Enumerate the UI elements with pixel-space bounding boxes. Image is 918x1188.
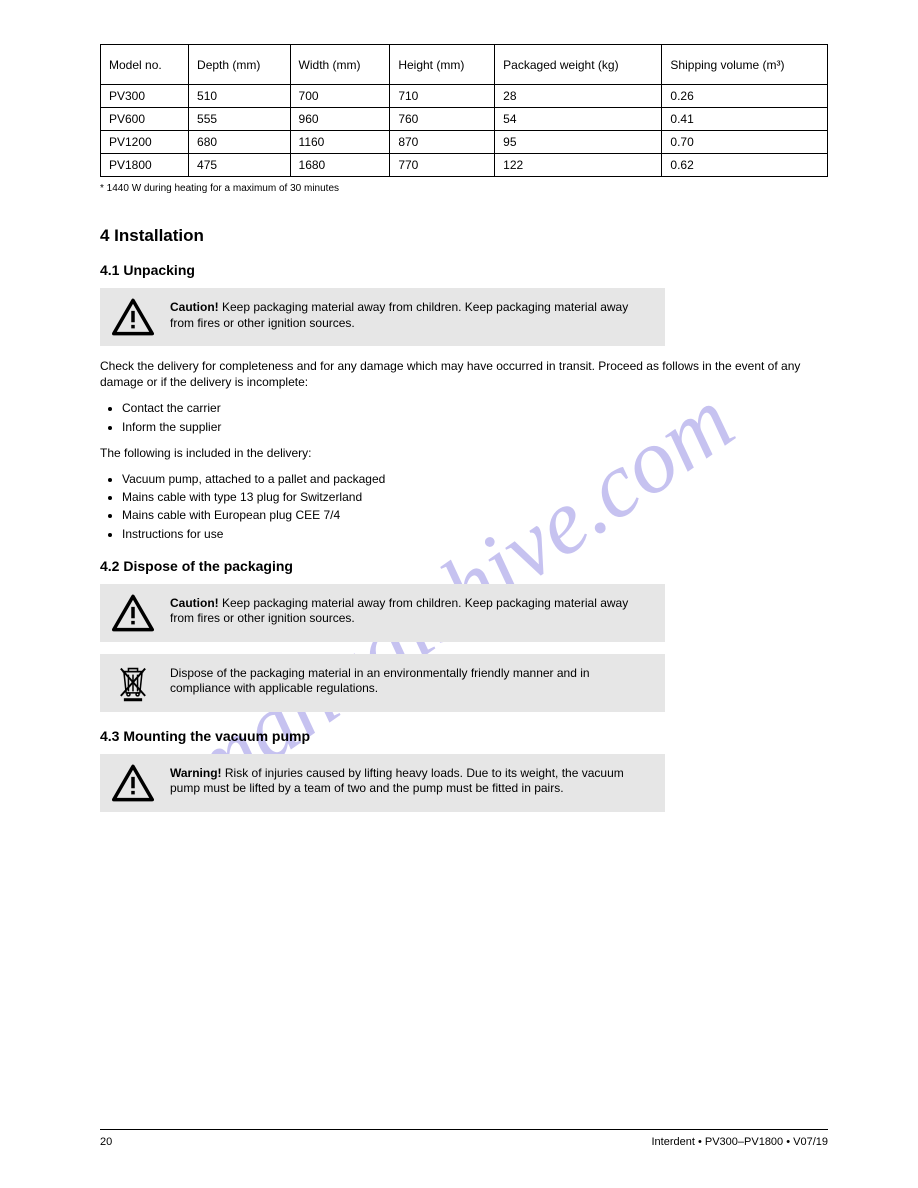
callout-text: Caution! Caution! Keep packaging materia… [170, 298, 651, 331]
cell: 28 [495, 85, 662, 108]
cell: 510 [189, 85, 290, 108]
cell: PV1800 [101, 154, 189, 177]
cell: PV300 [101, 85, 189, 108]
cell: 0.62 [662, 154, 828, 177]
warning-triangle-icon [110, 764, 156, 802]
footer-doc-id: Interdent • PV300–PV1800 • V07/19 [652, 1136, 829, 1148]
cell: 760 [390, 108, 495, 131]
cell: 0.70 [662, 131, 828, 154]
cell: 0.26 [662, 85, 828, 108]
list-item: Inform the supplier [122, 419, 828, 435]
cell: 54 [495, 108, 662, 131]
callout-text: Warning! Risk of injuries caused by lift… [170, 764, 651, 797]
cell: 95 [495, 131, 662, 154]
subsection-title-unpacking: 4.1 Unpacking [100, 262, 828, 278]
table-header-row: Model no. Depth (mm) Width (mm) Height (… [101, 45, 828, 85]
col-width: Width (mm) [290, 45, 390, 85]
cell: 960 [290, 108, 390, 131]
col-depth: Depth (mm) [189, 45, 290, 85]
page-footer: 20 Interdent • PV300–PV1800 • V07/19 [100, 1129, 828, 1148]
table-row: PV1800 475 1680 770 122 0.62 [101, 154, 828, 177]
callout-text: Dispose of the packaging material in an … [170, 664, 651, 697]
col-height: Height (mm) [390, 45, 495, 85]
table-footnote: * 1440 W during heating for a maximum of… [100, 183, 828, 194]
list-item: Instructions for use [122, 526, 828, 542]
cell: 555 [189, 108, 290, 131]
list-item: Vacuum pump, attached to a pallet and pa… [122, 471, 828, 487]
callout-weee-dispose: Dispose of the packaging material in an … [100, 654, 665, 712]
list-item: Mains cable with type 13 plug for Switze… [122, 489, 828, 505]
subsection-title-mounting: 4.3 Mounting the vacuum pump [100, 728, 828, 744]
table-row: PV600 555 960 760 54 0.41 [101, 108, 828, 131]
page-number: 20 [100, 1136, 112, 1148]
callout-caution-unpacking: Caution! Caution! Keep packaging materia… [100, 288, 665, 346]
cell: 0.41 [662, 108, 828, 131]
subsection-title-dispose-packaging: 4.2 Dispose of the packaging [100, 558, 828, 574]
col-weight: Packaged weight (kg) [495, 45, 662, 85]
list-item: Contact the carrier [122, 400, 828, 416]
cell: 475 [189, 154, 290, 177]
list-item: Mains cable with European plug CEE 7/4 [122, 507, 828, 523]
col-model: Model no. [101, 45, 189, 85]
paragraph: The following is included in the deliver… [100, 445, 828, 461]
bullet-list: Contact the carrier Inform the supplier [100, 400, 828, 434]
col-volume: Shipping volume (m³) [662, 45, 828, 85]
cell: 680 [189, 131, 290, 154]
section-title-installation: 4 Installation [100, 226, 828, 246]
table-row: PV1200 680 1160 870 95 0.70 [101, 131, 828, 154]
spec-table: Model no. Depth (mm) Width (mm) Height (… [100, 44, 828, 177]
callout-caution-dispose: Caution! Keep packaging material away fr… [100, 584, 665, 642]
cell: PV600 [101, 108, 189, 131]
cell: PV1200 [101, 131, 189, 154]
warning-triangle-icon [110, 298, 156, 336]
table-row: PV300 510 700 710 28 0.26 [101, 85, 828, 108]
cell: 1680 [290, 154, 390, 177]
bullet-list: Vacuum pump, attached to a pallet and pa… [100, 471, 828, 542]
callout-warning-mount: Warning! Risk of injuries caused by lift… [100, 754, 665, 812]
warning-triangle-icon [110, 594, 156, 632]
cell: 700 [290, 85, 390, 108]
paragraph: Check the delivery for completeness and … [100, 358, 828, 390]
cell: 710 [390, 85, 495, 108]
weee-bin-icon [110, 664, 156, 702]
cell: 770 [390, 154, 495, 177]
cell: 1160 [290, 131, 390, 154]
cell: 870 [390, 131, 495, 154]
callout-text: Caution! Keep packaging material away fr… [170, 594, 651, 627]
cell: 122 [495, 154, 662, 177]
